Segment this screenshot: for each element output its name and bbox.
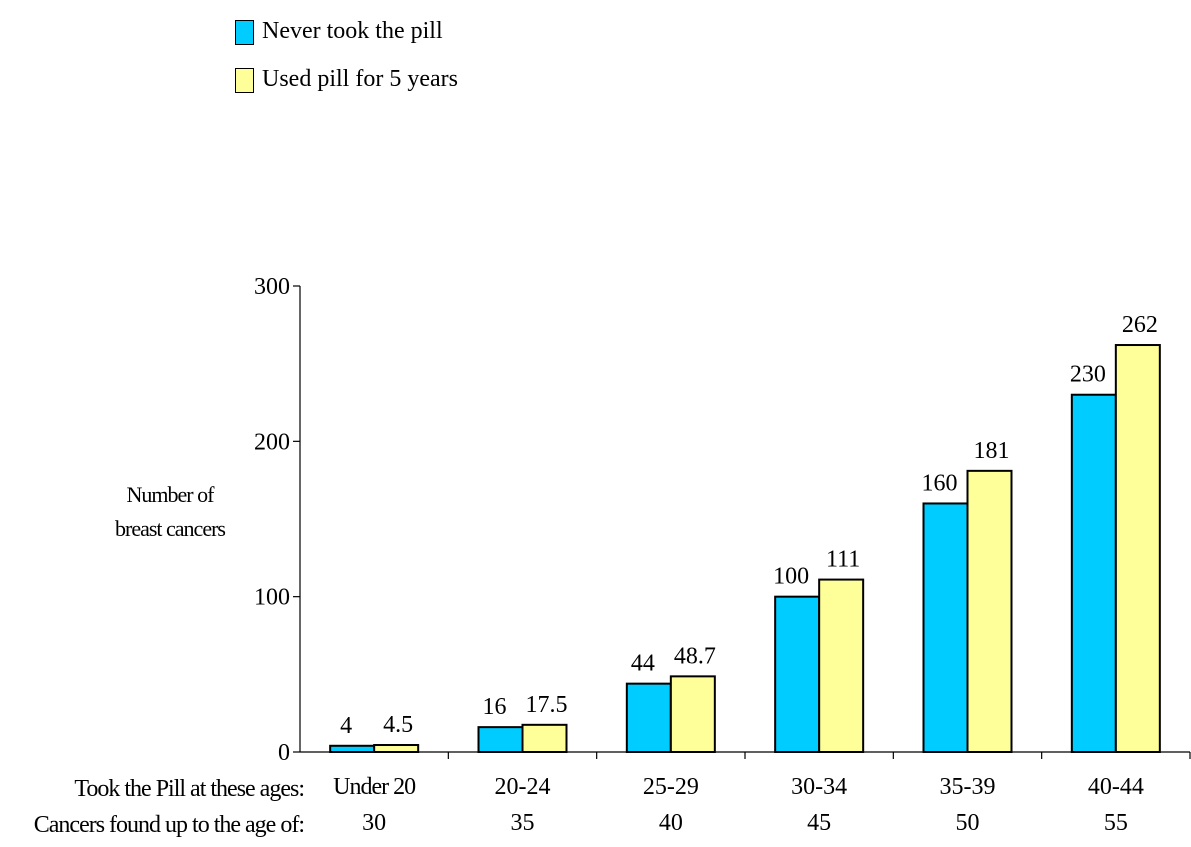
bar-never [329,744,376,754]
data-label-never: 4 [340,713,352,739]
data-label-never: 100 [773,564,809,590]
y-axis-label-line-1: Number of [126,482,215,507]
data-label-used: 17.5 [526,692,568,718]
bar-never [625,682,672,753]
bar-never [1070,393,1117,753]
x-secondary-label: 40 [659,810,683,836]
row-label-cancers-found: Cancers found up to the age of: [33,812,305,838]
bar-never [477,726,524,753]
y-axis-label-line-2: breast cancers [115,516,226,541]
legend-label-used: Used pill for 5 years [262,66,458,92]
y-tick-label: 0 [278,740,290,766]
data-label-used: 48.7 [674,643,716,669]
data-label-never: 230 [1070,362,1106,388]
bar-used [373,744,420,754]
bar-used [818,578,865,754]
x-category-label: 20-24 [495,774,551,800]
data-label-used: 111 [826,547,860,573]
bar-never [922,502,969,754]
legend-swatch-never [235,20,254,45]
data-label-never: 44 [631,651,655,677]
legend-label-never: Never took the pill [262,18,443,44]
data-label-never: 160 [922,470,958,496]
y-tick-label: 100 [254,585,290,611]
y-axis-label: Number of breast cancers [85,478,255,546]
row-label-took-pill: Took the Pill at these ages: [74,776,305,802]
x-secondary-label: 50 [956,810,980,836]
bar-never [774,595,821,754]
data-label-used: 181 [974,438,1010,464]
data-label-never: 16 [483,694,507,720]
data-label-used: 262 [1122,312,1158,338]
x-category-label: Under 20 [333,774,416,800]
x-category-label: 25-29 [643,774,699,800]
x-secondary-label: 55 [1104,810,1128,836]
x-category-label: 35-39 [940,774,996,800]
y-tick-label: 300 [254,274,290,300]
legend-swatch-used [235,68,254,93]
x-secondary-label: 30 [362,810,386,836]
bar-used [1114,344,1161,753]
x-category-label: 30-34 [791,774,847,800]
bar-used [966,469,1013,753]
bar-used [521,723,568,753]
y-tick-label: 200 [254,429,290,455]
data-label-used: 4.5 [383,712,413,738]
x-secondary-label: 45 [807,810,831,836]
x-category-label: 40-44 [1088,774,1144,800]
bar-used [669,675,716,753]
x-secondary-label: 35 [511,810,535,836]
